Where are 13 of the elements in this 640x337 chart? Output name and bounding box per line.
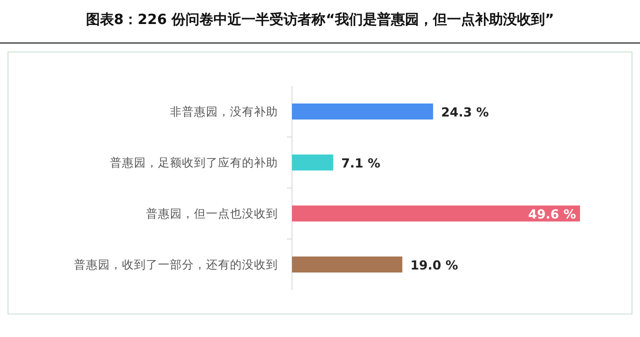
chart-title: 图表8：226 份问卷中近一半受访者称“我们是普惠园，但一点补助没收到” xyxy=(86,11,554,28)
data-label: 19.0 % xyxy=(410,258,459,272)
bar xyxy=(292,104,434,120)
y-tick-label: 普惠园，足额收到了应有的补助 xyxy=(110,156,278,170)
data-label: 49.6 % xyxy=(528,206,576,222)
y-tick-label: 普惠园，但一点也没收到 xyxy=(146,206,278,220)
y-tick-label: 普惠园，收到了一部分，还有的没收到 xyxy=(74,258,278,272)
bar xyxy=(292,154,334,170)
data-label: 7.1 % xyxy=(341,156,381,170)
bar xyxy=(292,256,402,272)
data-label: 24.3 % xyxy=(441,104,490,120)
bar xyxy=(292,206,580,222)
y-tick-label: 非普惠园，没有补助 xyxy=(170,104,278,118)
